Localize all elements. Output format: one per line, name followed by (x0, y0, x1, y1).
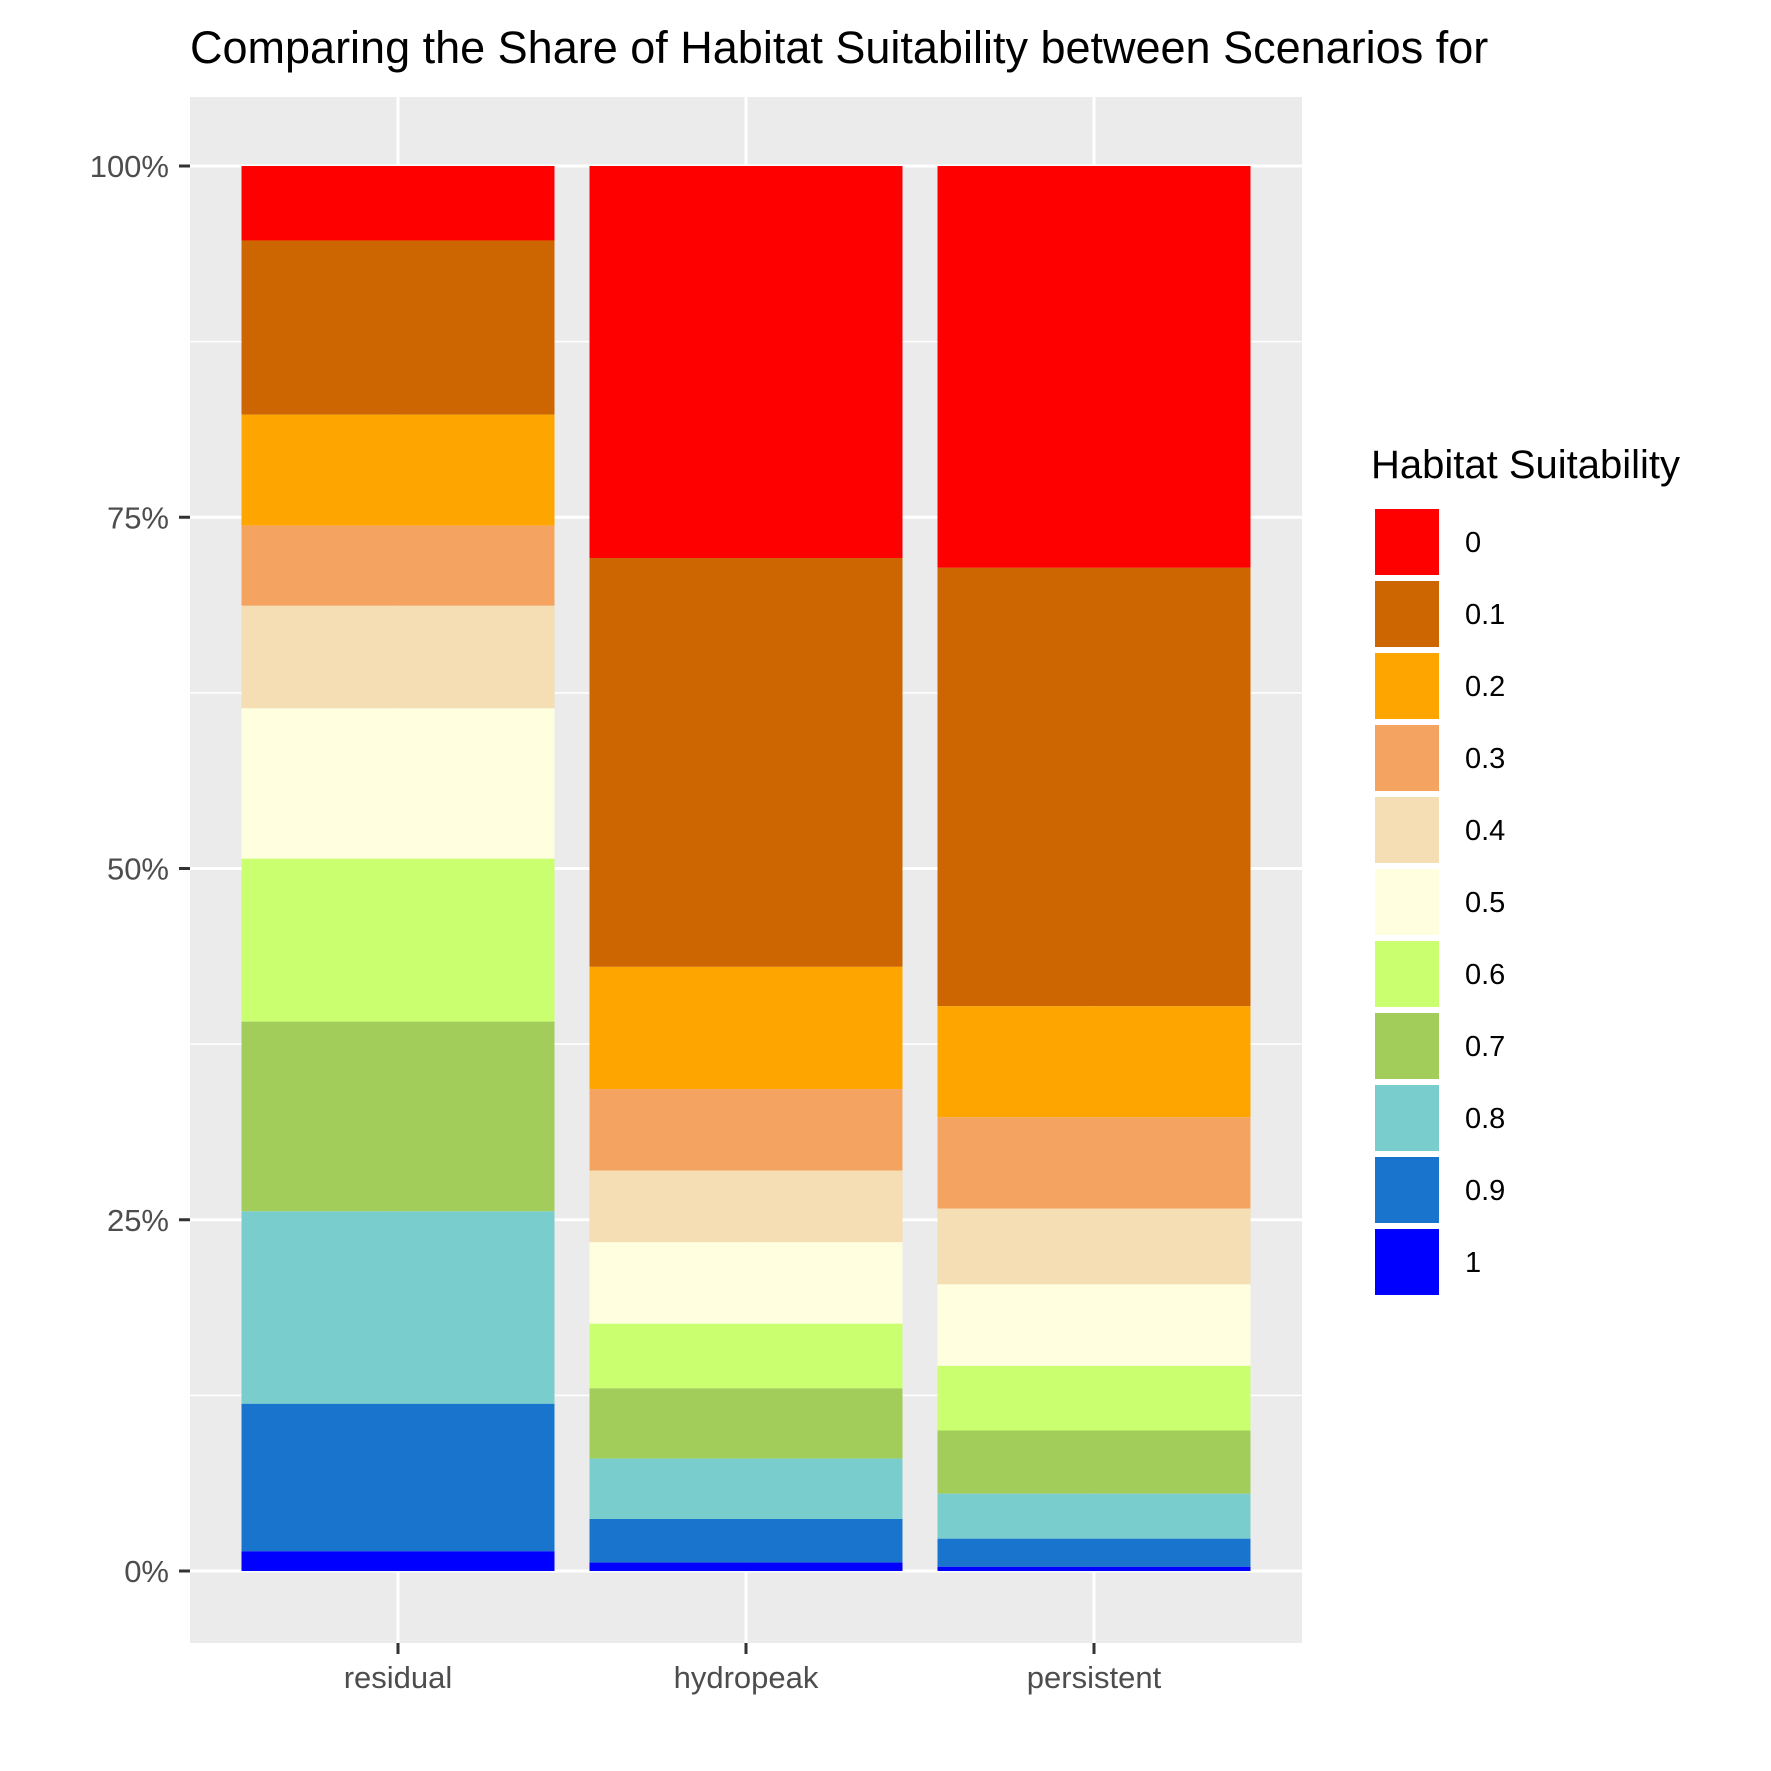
legend-key-label: 0.8 (1465, 1103, 1505, 1135)
y-tick-label: 100% (90, 149, 169, 184)
bar-segment-persistent-0.5 (937, 1284, 1251, 1366)
bar-segment-residual-0.3 (241, 525, 555, 606)
legend-key-swatch (1373, 579, 1441, 649)
bar-segment-persistent-1 (937, 1566, 1251, 1571)
bar-segment-persistent-0.8 (937, 1493, 1251, 1539)
bar-segment-persistent-0.9 (937, 1538, 1251, 1567)
legend-key-label: 0.1 (1465, 599, 1505, 631)
x-tick-label: residual (344, 1660, 453, 1695)
legend-key-label: 0.7 (1465, 1031, 1505, 1063)
bar-segment-persistent-0.3 (937, 1117, 1251, 1209)
bar-segment-hydropeak-0.9 (589, 1519, 903, 1563)
bar-segment-residual-0.1 (241, 240, 555, 415)
x-axis: residual hydropeak persistent (344, 1643, 1162, 1695)
legend-key-swatch (1373, 1011, 1441, 1081)
bar-segment-hydropeak-0.3 (589, 1089, 903, 1171)
y-tick-label: 75% (107, 500, 169, 535)
bar-segment-hydropeak-0.6 (589, 1323, 903, 1389)
bar-segment-residual-0.5 (241, 708, 555, 859)
bar-segment-persistent-0.2 (937, 1006, 1251, 1118)
bar-segment-hydropeak-0.5 (589, 1242, 903, 1324)
bar-segment-residual-0.6 (241, 858, 555, 1022)
bar-segment-residual-0.4 (241, 605, 555, 709)
bar-segment-residual-0.8 (241, 1211, 555, 1404)
bar-segment-persistent-0.7 (937, 1430, 1251, 1494)
bar-segment-persistent-0.6 (937, 1365, 1251, 1431)
bar-segment-hydropeak-0 (589, 166, 903, 558)
bar-segment-residual-0.9 (241, 1403, 555, 1552)
bar-segment-hydropeak-0.8 (589, 1458, 903, 1520)
legend-key-label: 0.6 (1465, 959, 1505, 991)
legend-key-label: 0.5 (1465, 887, 1505, 919)
bar-segment-residual-1 (241, 1551, 555, 1571)
legend-key-label: 0.2 (1465, 671, 1505, 703)
bar-segment-residual-0.2 (241, 414, 555, 526)
legend-key-swatch (1373, 795, 1441, 865)
legend-key-swatch (1373, 1155, 1441, 1225)
bar-segment-residual-0 (241, 166, 555, 241)
legend-key-swatch (1373, 651, 1441, 721)
x-tick-label: persistent (1027, 1660, 1162, 1695)
legend: Habitat Suitability 0 0.1 0.2 0.3 0.4 0.5 0.6 0… (1371, 443, 1680, 1297)
y-axis: 0% 25% 50% 75% 100% (90, 149, 190, 1589)
bar-segment-hydropeak-0.7 (589, 1388, 903, 1459)
legend-key-swatch (1373, 867, 1441, 937)
bar-segment-persistent-0.1 (937, 567, 1251, 1007)
legend-key-label: 1 (1465, 1247, 1481, 1279)
bar-segment-residual-0.7 (241, 1021, 555, 1212)
chart-title: Comparing the Share of Habitat Suitabili… (190, 22, 1488, 73)
bar-segment-hydropeak-0.4 (589, 1170, 903, 1243)
legend-key-swatch (1373, 939, 1441, 1009)
bar-segment-hydropeak-0.1 (589, 557, 903, 967)
y-tick-label: 0% (124, 1554, 169, 1589)
bar-segment-persistent-0.4 (937, 1208, 1251, 1285)
legend-key-label: 0 (1465, 527, 1481, 559)
bar-segment-hydropeak-0.2 (589, 966, 903, 1090)
y-tick-label: 50% (107, 852, 169, 887)
x-tick-label: hydropeak (674, 1660, 819, 1695)
legend-key-swatch (1373, 507, 1441, 577)
bar-segment-persistent-0 (937, 166, 1251, 568)
bars (241, 166, 1251, 1571)
legend-key-label: 0.4 (1465, 815, 1505, 847)
legend-key-label: 0.3 (1465, 743, 1505, 775)
legend-key-swatch (1373, 723, 1441, 793)
legend-key-swatch (1373, 1227, 1441, 1297)
legend-key-label: 0.9 (1465, 1175, 1505, 1207)
legend-key-swatch (1373, 1083, 1441, 1153)
legend-title: Habitat Suitability (1371, 443, 1680, 487)
bar-segment-hydropeak-1 (589, 1562, 903, 1571)
y-tick-label: 25% (107, 1203, 169, 1238)
